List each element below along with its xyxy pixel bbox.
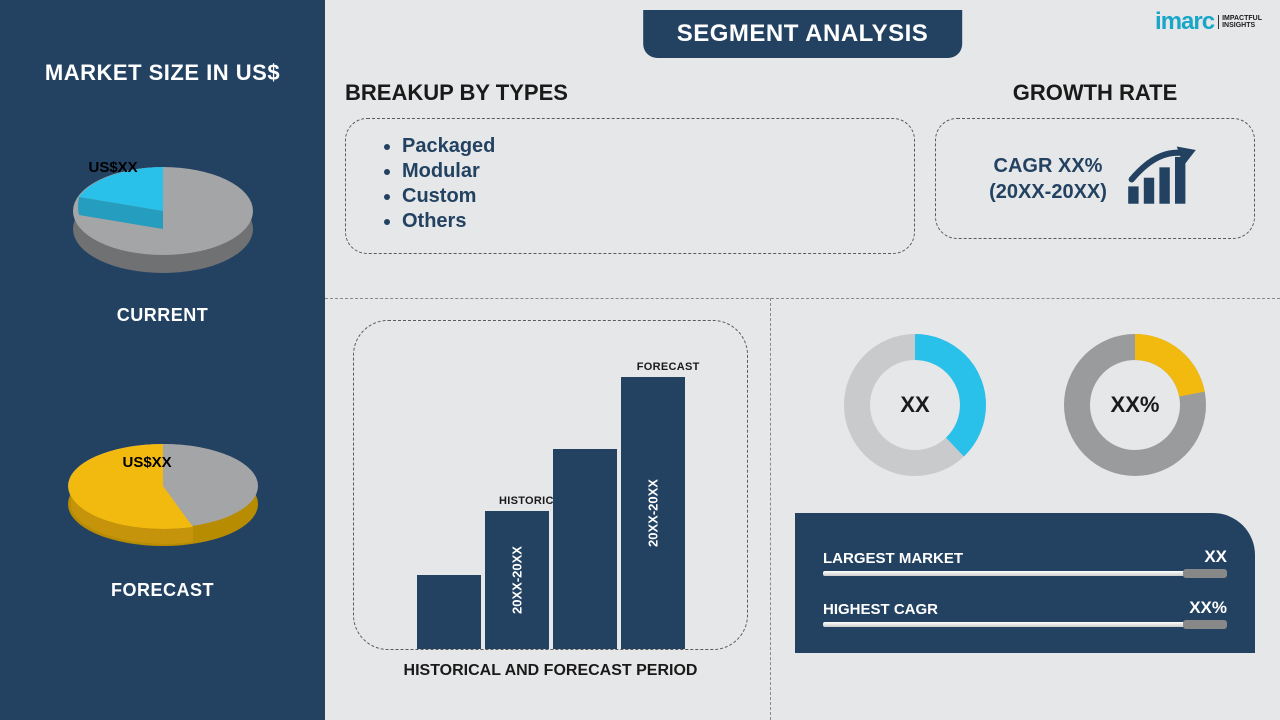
donut-2-value: XX% — [1055, 325, 1215, 485]
bar-area: HISTORICAL 20XX-20XX FORECAST 20XX-20XX — [354, 349, 747, 649]
bar-2: HISTORICAL 20XX-20XX — [485, 511, 549, 649]
row-slider — [823, 622, 1227, 627]
page-title: SEGMENT ANALYSIS — [643, 10, 963, 58]
metrics-table: LARGEST MARKET XX HIGHEST CAGR XX% — [795, 513, 1255, 653]
pie-current: US$XX — [53, 121, 273, 291]
pie-forecast-caption: FORECAST — [111, 580, 214, 601]
table-row: HIGHEST CAGR XX% — [823, 598, 1227, 618]
logo-text: imarc — [1155, 8, 1214, 36]
donut-row: XX XX% — [795, 325, 1255, 485]
metrics-section: XX XX% LARGEST MARKET XX HIGHEST CAGR XX… — [795, 315, 1255, 653]
historical-forecast-chart: HISTORICAL 20XX-20XX FORECAST 20XX-20XX … — [353, 320, 748, 700]
donut-1: XX — [835, 325, 995, 485]
breakup-list: Packaged Modular Custom Others — [374, 135, 886, 233]
pie-forecast-value: US$XX — [123, 454, 172, 471]
list-item: Modular — [402, 160, 886, 183]
bar-4-top-label: FORECAST — [637, 361, 700, 373]
main-panel: imarc IMPACTFULINSIGHTS SEGMENT ANALYSIS… — [325, 0, 1280, 720]
row-value: XX% — [1189, 598, 1227, 618]
bar-4: FORECAST 20XX-20XX — [621, 377, 685, 649]
bar-1 — [417, 575, 481, 649]
list-item: Custom — [402, 185, 886, 208]
bar-3 — [553, 449, 617, 649]
brand-logo: imarc IMPACTFULINSIGHTS — [1155, 8, 1262, 36]
barchart-caption: HISTORICAL AND FORECAST PERIOD — [353, 662, 748, 680]
pie-current-svg — [53, 121, 273, 291]
row-value: XX — [1204, 547, 1227, 567]
donut-2: XX% — [1055, 325, 1215, 485]
growth-heading: GROWTH RATE — [935, 80, 1255, 106]
breakup-heading: BREAKUP BY TYPES — [345, 80, 915, 106]
pie-forecast-svg — [53, 396, 273, 566]
divider-vertical — [770, 298, 771, 720]
list-item: Others — [402, 210, 886, 233]
row-slider — [823, 571, 1227, 576]
growth-section: GROWTH RATE CAGR XX%(20XX-20XX) — [935, 80, 1255, 239]
breakup-section: BREAKUP BY TYPES Packaged Modular Custom… — [345, 80, 915, 254]
pie-forecast: US$XX — [53, 396, 273, 566]
bar-2-period: 20XX-20XX — [509, 546, 524, 614]
divider-horizontal — [325, 298, 1280, 299]
growth-box: CAGR XX%(20XX-20XX) — [935, 118, 1255, 239]
logo-tagline: IMPACTFULINSIGHTS — [1218, 15, 1262, 29]
table-row: LARGEST MARKET XX — [823, 547, 1227, 567]
row-key: HIGHEST CAGR — [823, 601, 938, 618]
barchart-box: HISTORICAL 20XX-20XX FORECAST 20XX-20XX — [353, 320, 748, 650]
list-item: Packaged — [402, 135, 886, 158]
donut-1-value: XX — [835, 325, 995, 485]
growth-arrow-icon — [1123, 141, 1201, 216]
row-key: LARGEST MARKET — [823, 550, 963, 567]
growth-text: CAGR XX%(20XX-20XX) — [989, 153, 1107, 205]
pie-current-value: US$XX — [89, 159, 138, 176]
sidebar-title: MARKET SIZE IN US$ — [45, 60, 280, 86]
breakup-box: Packaged Modular Custom Others — [345, 118, 915, 254]
bar-4-period: 20XX-20XX — [645, 479, 660, 547]
market-size-sidebar: MARKET SIZE IN US$ US$XX CURRENT US$XX F… — [0, 0, 325, 720]
pie-current-caption: CURRENT — [117, 305, 209, 326]
